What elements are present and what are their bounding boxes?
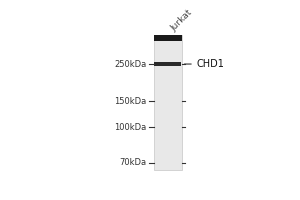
Text: 250kDa: 250kDa [115,60,147,69]
Text: CHD1: CHD1 [184,59,225,69]
Bar [154,35,182,41]
Bar [154,62,181,66]
Text: 100kDa: 100kDa [115,123,147,132]
Bar [154,35,182,170]
Text: 70kDa: 70kDa [120,158,147,167]
Text: Jurkat: Jurkat [169,8,194,33]
Text: 150kDa: 150kDa [115,97,147,106]
